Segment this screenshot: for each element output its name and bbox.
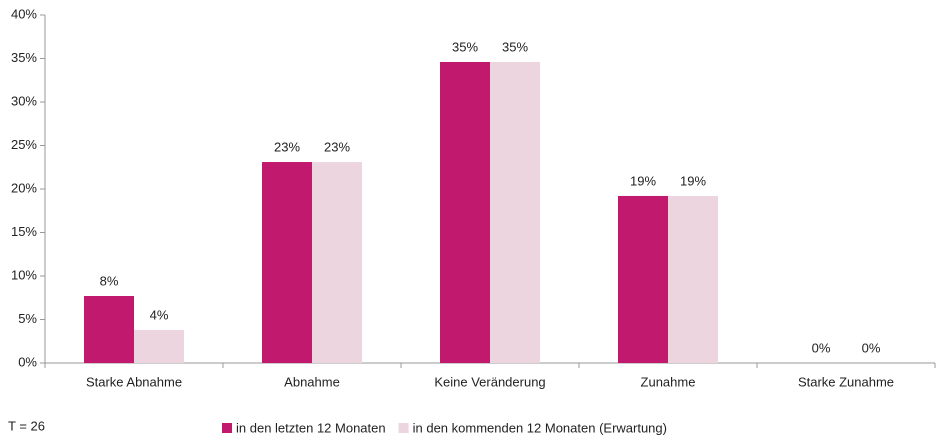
y-tick-label: 30% [11, 93, 37, 108]
x-tick-label: Starke Abnahme [86, 374, 182, 389]
bar [262, 162, 312, 363]
legend-label: in den letzten 12 Monaten [236, 420, 386, 435]
x-tick-label: Keine Veränderung [434, 374, 545, 389]
y-tick-label: 5% [18, 311, 37, 326]
y-tick-label: 25% [11, 137, 37, 152]
legend-swatch [222, 423, 232, 433]
data-label: 4% [150, 307, 169, 322]
bar [490, 61, 540, 363]
bar [618, 195, 668, 363]
bar [134, 329, 184, 363]
y-tick-label: 20% [11, 180, 37, 195]
bar [84, 296, 134, 363]
data-label: 0% [862, 340, 881, 355]
data-label: 23% [324, 139, 350, 154]
y-tick-label: 10% [11, 267, 37, 282]
bar [440, 61, 490, 363]
data-label: 35% [502, 39, 528, 54]
data-label: 35% [452, 39, 478, 54]
data-label: 8% [100, 273, 119, 288]
x-tick-label: Abnahme [284, 374, 340, 389]
data-label: 23% [274, 139, 300, 154]
y-tick-label: 0% [18, 354, 37, 369]
y-tick-label: 40% [11, 6, 37, 21]
data-label: 19% [630, 173, 656, 188]
data-label: 0% [812, 340, 831, 355]
x-tick-label: Starke Zunahme [798, 374, 894, 389]
bar [312, 162, 362, 363]
data-label: 19% [680, 173, 706, 188]
legend-swatch [398, 423, 409, 433]
legend-label: in den kommenden 12 Monaten (Erwartung) [413, 420, 667, 435]
x-tick-label: Zunahme [641, 374, 696, 389]
y-tick-label: 15% [11, 224, 37, 239]
annotation: T = 26 [8, 418, 45, 433]
y-tick-label: 35% [11, 50, 37, 65]
bar [668, 195, 718, 363]
